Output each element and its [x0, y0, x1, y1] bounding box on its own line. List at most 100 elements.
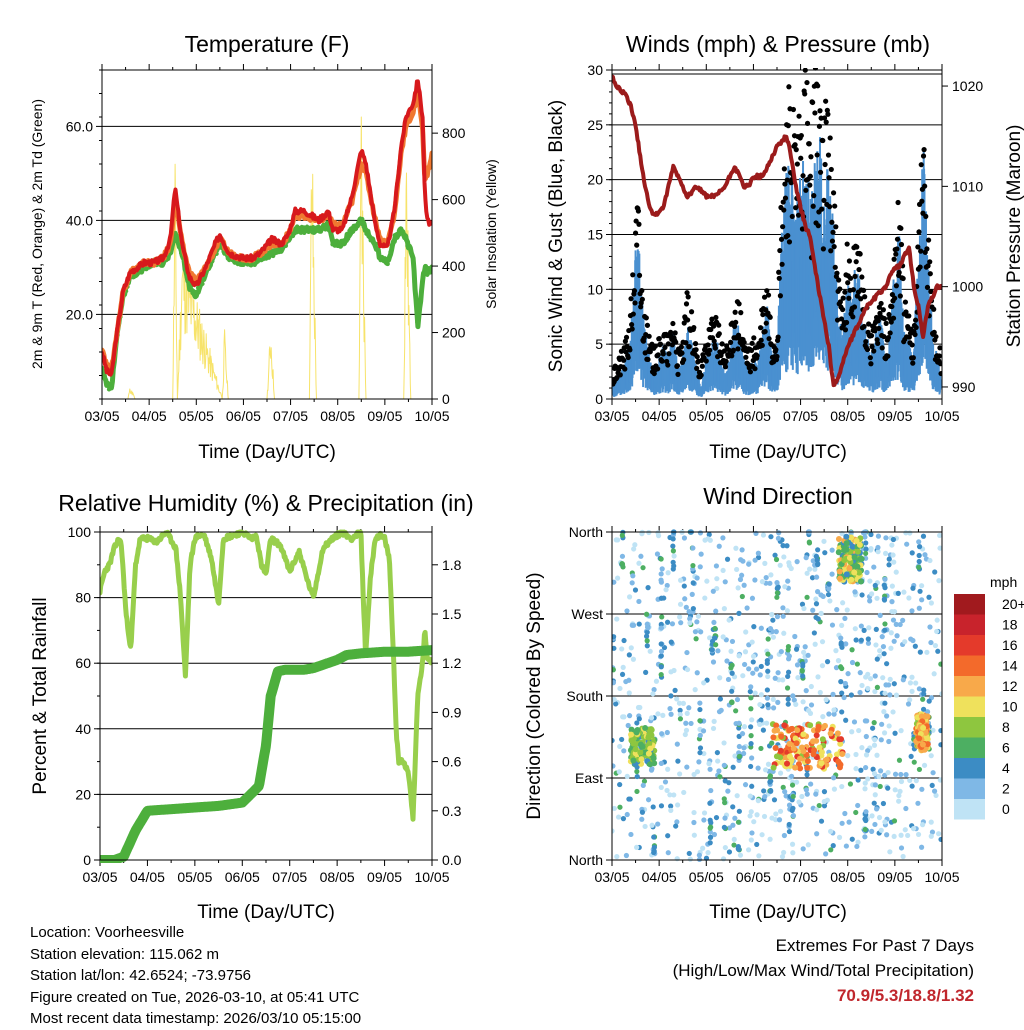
gust-point	[859, 274, 865, 280]
direction-point	[790, 745, 797, 752]
y2-tick-label: 1010	[952, 178, 983, 194]
direction-point	[639, 743, 646, 750]
direction-point	[827, 598, 833, 604]
direction-point	[767, 580, 773, 586]
gust-point	[885, 334, 892, 341]
direction-point	[650, 804, 656, 810]
direction-point	[907, 680, 914, 686]
direction-point	[898, 728, 904, 734]
direction-point	[646, 529, 652, 536]
direction-point	[675, 758, 681, 764]
direction-point	[843, 533, 850, 540]
direction-point	[651, 834, 657, 840]
direction-point	[711, 831, 718, 838]
humidity-panel: Relative Humidity (%) & Precipitation (i…	[30, 490, 474, 923]
gust-point	[723, 358, 729, 364]
gust-point	[888, 319, 894, 325]
direction-point	[726, 849, 733, 855]
direction-point	[658, 625, 665, 631]
gust-point	[830, 229, 836, 235]
direction-point	[924, 736, 931, 743]
direction-point	[681, 583, 687, 589]
dewpoint-point	[270, 253, 276, 259]
direction-point	[749, 717, 755, 723]
direction-point	[665, 570, 671, 576]
direction-point	[615, 814, 622, 820]
direction-point	[752, 557, 758, 563]
gust-point	[627, 347, 633, 353]
gust-point	[776, 275, 782, 281]
y-tick-label: West	[571, 606, 603, 622]
direction-point	[913, 680, 919, 686]
direction-point	[729, 688, 735, 694]
direction-point	[813, 732, 820, 739]
direction-point	[863, 733, 869, 740]
direction-point	[799, 744, 806, 751]
direction-point	[862, 718, 868, 724]
direction-point	[926, 594, 932, 600]
direction-point	[689, 591, 695, 597]
y2-tick-label: 600	[442, 192, 466, 208]
direction-point	[735, 585, 741, 591]
direction-point	[838, 736, 845, 743]
gust-point	[774, 353, 780, 360]
gust-point	[898, 225, 904, 231]
direction-point	[777, 747, 784, 754]
direction-point	[729, 638, 736, 645]
direction-point	[680, 700, 686, 706]
gust-point	[622, 366, 628, 372]
direction-point	[742, 649, 749, 655]
direction-point	[903, 772, 909, 778]
direction-point	[833, 665, 840, 671]
direction-point	[677, 614, 683, 620]
gust-point	[632, 300, 638, 306]
gust-point	[752, 366, 758, 372]
gust-point	[890, 315, 897, 321]
gust-point	[868, 333, 875, 339]
direction-point	[707, 829, 713, 835]
gust-point	[880, 307, 886, 313]
direction-point	[898, 845, 905, 851]
direction-point	[851, 719, 858, 725]
direction-point	[658, 595, 664, 601]
direction-point	[750, 659, 756, 665]
direction-point	[757, 721, 763, 727]
direction-point	[901, 589, 907, 595]
dewpoint-point	[412, 279, 417, 285]
direction-point	[875, 533, 882, 539]
gust-point	[729, 353, 735, 359]
direction-point	[815, 547, 821, 553]
direction-point	[690, 562, 696, 569]
direction-point	[821, 789, 828, 795]
direction-point	[623, 852, 629, 859]
speed-legend: 20+ 18 16 14 12 10 8 6 4 2 0	[954, 594, 1024, 820]
direction-point	[938, 661, 942, 667]
direction-point	[713, 814, 720, 821]
gust-point	[652, 343, 658, 349]
direction-point	[746, 666, 752, 672]
direction-point	[770, 705, 777, 711]
direction-point	[865, 685, 871, 692]
direction-point	[638, 553, 644, 559]
direction-point	[836, 764, 843, 771]
gust-point	[852, 273, 858, 279]
direction-point	[863, 764, 869, 771]
direction-point	[869, 591, 875, 597]
direction-point	[687, 856, 693, 862]
direction-point	[882, 700, 888, 706]
direction-point	[811, 630, 817, 636]
gust-point	[673, 339, 679, 345]
gust-point	[892, 295, 898, 301]
gust-point	[924, 246, 930, 252]
direction-point	[662, 779, 669, 785]
direction-point	[757, 701, 763, 708]
station-pressure-line	[612, 74, 942, 388]
direction-point	[683, 720, 689, 726]
direction-point	[651, 848, 657, 854]
direction-point	[863, 752, 870, 758]
direction-point	[741, 750, 747, 757]
direction-point	[630, 757, 637, 764]
dewpoint-point	[391, 238, 396, 244]
gust-point	[630, 311, 636, 317]
direction-point	[814, 557, 820, 563]
